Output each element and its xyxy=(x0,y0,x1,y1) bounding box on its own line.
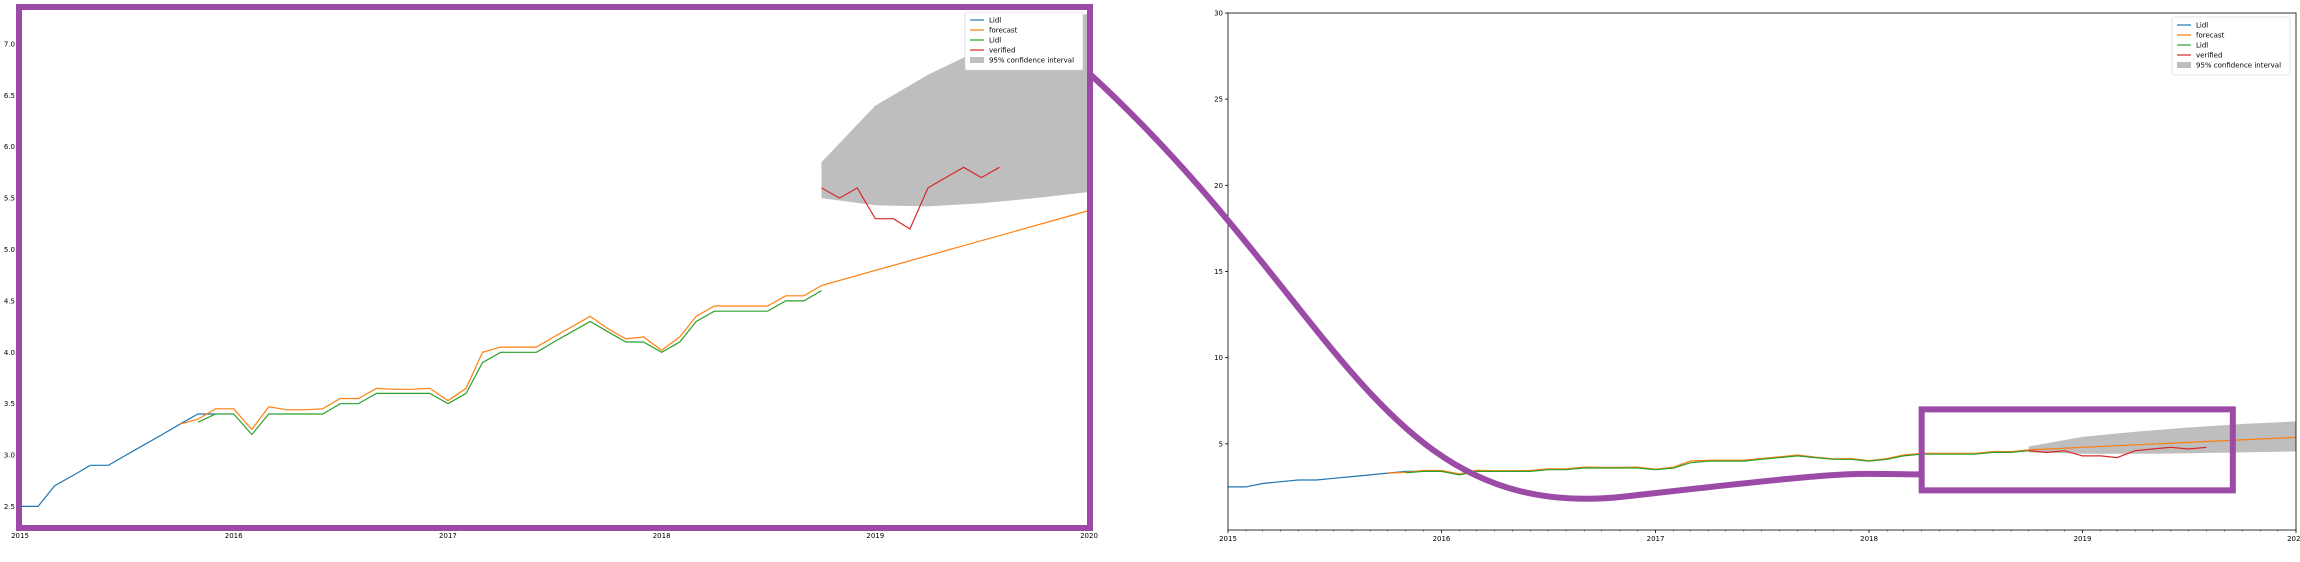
legend-box xyxy=(964,11,1084,71)
legend-label: forecast xyxy=(989,27,1018,35)
x-tick-label: 2018 xyxy=(1860,535,1878,543)
x-tick-label: 2016 xyxy=(225,532,243,540)
x-tick-label: 2017 xyxy=(439,532,457,540)
x-tick-label: 2020 xyxy=(2287,535,2300,543)
x-tick-label: 2015 xyxy=(1219,535,1237,543)
legend-label: Lidl xyxy=(2196,42,2208,50)
x-tick-label: 2017 xyxy=(1647,535,1665,543)
series-line-lidl-0 xyxy=(20,413,216,507)
y-tick-label: 25 xyxy=(1214,96,1223,104)
legend-swatch xyxy=(2177,62,2191,68)
legend-label: verified xyxy=(2196,52,2222,60)
y-tick-label: 5.5 xyxy=(4,195,15,203)
x-tick-label: 2016 xyxy=(1433,535,1451,543)
zoom-region-box xyxy=(1918,406,2236,494)
series-line-forecast-1 xyxy=(1387,436,2297,475)
legend-label: forecast xyxy=(2196,32,2225,40)
series-line-verified-3 xyxy=(2028,446,2207,459)
x-tick-label: 2019 xyxy=(2074,535,2092,543)
legend-label: verified xyxy=(989,47,1015,55)
y-tick-label: 2.5 xyxy=(4,503,15,511)
y-tick-label: 3.0 xyxy=(4,452,15,460)
series-line-lidl-2 xyxy=(197,290,822,436)
x-tick-label: 2015 xyxy=(11,532,29,540)
y-tick-label: 6.0 xyxy=(4,143,15,151)
legend-label: Lidl xyxy=(989,17,1001,25)
legend-label: 95% confidence interval xyxy=(2196,62,2281,70)
series-line-verified-3 xyxy=(821,166,1000,230)
x-tick-label: 2020 xyxy=(1080,532,1098,540)
legend-label: Lidl xyxy=(989,37,1001,45)
legend-swatch xyxy=(970,57,984,63)
legend-box xyxy=(2171,16,2291,76)
chart-panel-full-panel: 2015 2016 2017 2018 2019 2020 5 10 15 20 25 30 Lidl f… xyxy=(1214,10,2300,544)
y-tick-label: 30 xyxy=(1214,10,1223,18)
series-line-forecast-1 xyxy=(179,209,1090,431)
legend-label: Lidl xyxy=(2196,22,2208,30)
x-tick-label: 2018 xyxy=(653,532,671,540)
y-tick-label: 5.0 xyxy=(4,246,15,254)
y-tick-label: 6.5 xyxy=(4,92,15,100)
y-tick-label: 4.5 xyxy=(4,297,15,305)
confidence-band xyxy=(2028,421,2296,454)
y-tick-label: 5 xyxy=(1219,440,1223,448)
y-tick-label: 20 xyxy=(1214,182,1223,190)
x-tick-label: 2019 xyxy=(866,532,884,540)
zoom-highlight-frame xyxy=(16,4,1093,531)
y-tick-label: 4.0 xyxy=(4,349,15,357)
y-tick-label: 10 xyxy=(1214,354,1223,362)
y-tick-label: 15 xyxy=(1214,268,1223,276)
y-tick-label: 3.5 xyxy=(4,400,15,408)
legend-label: 95% confidence interval xyxy=(989,57,1074,65)
y-tick-label: 7.0 xyxy=(4,40,15,48)
legend: Lidl forecast Lidl verified 95% confidence i… xyxy=(2171,16,2291,76)
zoom-connector-curve xyxy=(1088,72,1925,502)
legend: Lidl forecast Lidl verified 95% confidence i… xyxy=(964,11,1084,71)
chart-panel-zoom-panel: 2015 2016 2017 2018 2019 2020 2.5 3.0 3.5 4.0 4.5 5… xyxy=(4,7,1098,540)
